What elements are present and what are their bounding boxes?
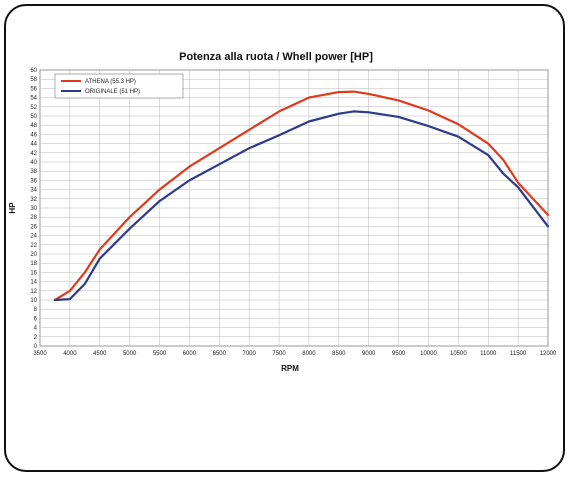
y-tick-label: 12 [30, 289, 37, 295]
y-tick-label: 20 [30, 252, 37, 258]
y-tick-label: 48 [30, 123, 37, 129]
x-tick-label: 9500 [392, 351, 406, 357]
x-tick-label: 10000 [420, 351, 437, 357]
y-tick-label: 26 [30, 224, 37, 230]
x-tick-label: 11500 [510, 351, 527, 357]
x-tick-label: 6000 [183, 351, 197, 357]
x-tick-label: 9000 [362, 351, 376, 357]
y-tick-label: 10 [30, 298, 37, 304]
y-tick-label: 40 [30, 160, 37, 166]
y-tick-label: 44 [30, 142, 37, 148]
x-tick-label: 6500 [213, 351, 227, 357]
legend-entry: ORIGINALE (51 HP) [85, 89, 140, 95]
y-tick-label: 54 [30, 96, 37, 102]
y-tick-label: 0 [34, 344, 38, 350]
series-line-1 [53, 90, 550, 302]
x-tick-label: 8500 [332, 351, 346, 357]
y-axis-ticks: 0246810121416182022242628303234363840424… [30, 68, 37, 350]
y-tick-label: 2 [34, 335, 38, 341]
y-axis-label: HP [8, 202, 17, 214]
y-tick-label: 14 [30, 280, 37, 286]
x-tick-label: 10500 [450, 351, 467, 357]
y-tick-label: 36 [30, 178, 37, 184]
legend-entry: ATHENA (55.3 HP) [85, 79, 136, 85]
x-axis-ticks: 3500 4000 4500 5000 5500 6000 6500 7000 7500 8000… [33, 351, 557, 357]
x-tick-label: 5000 [123, 351, 137, 357]
y-tick-label: 30 [30, 206, 37, 212]
y-tick-label: 50 [30, 114, 37, 120]
x-tick-label: 7000 [242, 351, 256, 357]
legend: ATHENA (55.3 HP) ORIGINALE (51 HP) [54, 73, 184, 99]
x-tick-label: 11000 [480, 351, 497, 357]
series-line-2 [53, 110, 550, 302]
x-tick-label: 3500 [33, 351, 47, 357]
y-tick-label: 52 [30, 105, 37, 111]
y-tick-label: 24 [30, 234, 37, 240]
y-tick-label: 58 [30, 77, 37, 83]
y-tick-label: 60 [30, 68, 37, 74]
x-tick-label: 5500 [153, 351, 167, 357]
y-tick-label: 32 [30, 197, 37, 203]
y-tick-label: 18 [30, 261, 37, 267]
x-tick-label: 8000 [302, 351, 316, 357]
x-tick-label: 4000 [63, 351, 77, 357]
y-tick-label: 16 [30, 270, 37, 276]
y-tick-label: 22 [30, 243, 37, 249]
x-axis-label: RPM [281, 364, 299, 373]
y-tick-label: 34 [30, 188, 37, 194]
x-tick-label: 7500 [272, 351, 286, 357]
y-tick-label: 28 [30, 215, 37, 221]
grid [39, 69, 549, 347]
chart-title: Potenza alla ruota / Whell power [HP] [179, 51, 373, 63]
y-tick-label: 38 [30, 169, 37, 175]
x-tick-label: 12000 [540, 351, 557, 357]
y-tick-label: 56 [30, 86, 37, 92]
y-tick-label: 46 [30, 132, 37, 138]
y-tick-label: 4 [34, 326, 38, 332]
y-tick-label: 6 [34, 316, 38, 322]
series-lines [53, 90, 550, 302]
x-tick-label: 4500 [93, 351, 107, 357]
legend-box [54, 73, 184, 99]
y-tick-label: 42 [30, 151, 37, 157]
y-tick-label: 8 [34, 307, 38, 313]
